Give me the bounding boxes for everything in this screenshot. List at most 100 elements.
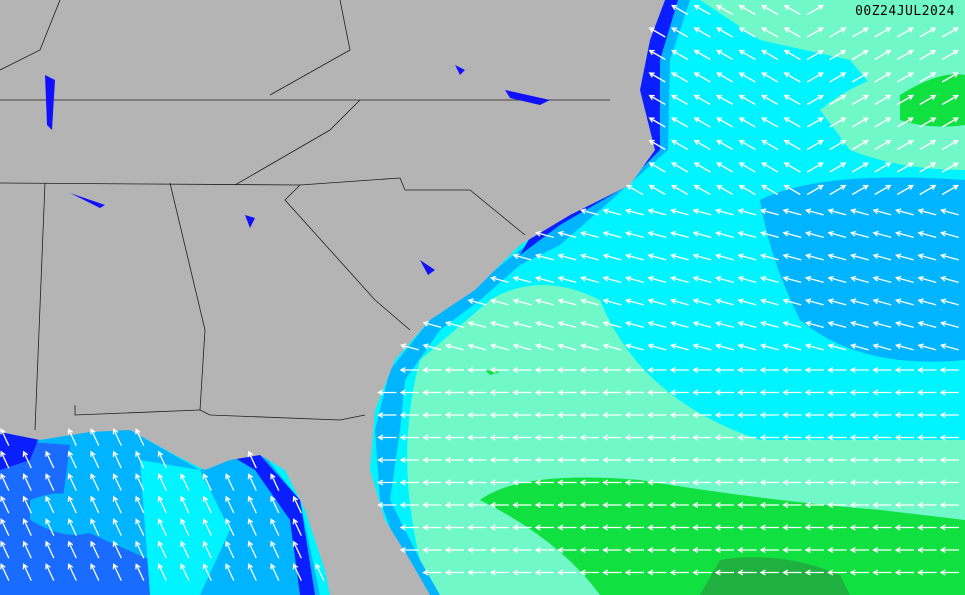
wave-arrow xyxy=(157,450,167,469)
wave-arrow xyxy=(112,495,122,514)
wave-arrow xyxy=(202,495,212,514)
wave-arrow xyxy=(874,27,892,38)
wave-arrow xyxy=(827,547,847,553)
wave-arrow xyxy=(557,479,577,486)
wave-arrow xyxy=(579,275,599,283)
wave-arrow xyxy=(806,184,824,196)
wave-arrow xyxy=(669,412,689,418)
wave-arrow xyxy=(693,49,711,61)
wave-arrow xyxy=(671,72,689,83)
wave-arrow xyxy=(714,502,734,508)
wave-arrow xyxy=(647,457,667,463)
wave-arrow xyxy=(579,479,599,486)
wave-arrow xyxy=(0,473,10,491)
wave-arrow xyxy=(939,298,959,306)
wave-arrow xyxy=(648,117,666,128)
wave-arrow xyxy=(919,94,937,106)
wave-arrow xyxy=(247,540,257,559)
wave-arrow xyxy=(648,27,666,38)
wave-arrow xyxy=(782,275,802,283)
wave-arrow xyxy=(714,479,734,486)
wave-arrow xyxy=(894,547,914,553)
wave-arrow xyxy=(467,434,487,441)
wave-arrow xyxy=(489,569,509,576)
wave-arrow xyxy=(67,540,77,559)
wave-arrow xyxy=(851,162,869,173)
wave-arrow xyxy=(671,49,689,61)
wave-arrow xyxy=(939,275,959,283)
wave-arrow xyxy=(489,389,509,396)
wave-arrow xyxy=(714,389,734,396)
wave-arrow xyxy=(761,72,779,83)
wave-arrow xyxy=(292,563,302,581)
wave-arrow xyxy=(624,275,644,283)
wave-arrow xyxy=(782,502,802,508)
wave-arrow xyxy=(444,389,464,396)
wave-arrow xyxy=(602,298,622,306)
wave-arrow xyxy=(849,367,869,373)
wave-arrow xyxy=(829,139,847,151)
wave-arrow xyxy=(489,547,509,553)
wave-arrow xyxy=(827,569,847,576)
wave-arrow xyxy=(512,569,532,576)
wave-arrow xyxy=(782,524,802,531)
wave-arrow xyxy=(602,412,622,418)
wave-arrow xyxy=(939,569,959,576)
wave-arrow xyxy=(624,547,644,553)
wave-arrow xyxy=(939,389,959,396)
wave-arrow xyxy=(804,547,824,553)
wave-arrow xyxy=(489,524,509,531)
wave-arrow xyxy=(759,389,779,396)
border-ms-al xyxy=(34,182,46,431)
wave-arrow xyxy=(647,479,667,486)
border-ky-wv xyxy=(234,0,361,186)
wave-arrow xyxy=(422,389,442,396)
lake xyxy=(505,90,550,105)
wave-arrow xyxy=(917,569,937,576)
wave-arrow xyxy=(872,208,892,216)
wave-arrow xyxy=(849,389,869,396)
wave-arrow xyxy=(579,389,599,396)
wave-arrow xyxy=(849,479,869,486)
coastal-band-lightblue xyxy=(375,0,690,595)
wave-arrow xyxy=(624,253,644,261)
wave-arrow xyxy=(804,253,824,261)
wave-arrow xyxy=(90,540,100,559)
wave-arrow xyxy=(939,343,959,351)
wave-arrow xyxy=(782,320,802,328)
wave-arrow xyxy=(647,208,667,216)
wave-arrow xyxy=(827,502,847,508)
wave-arrow xyxy=(737,208,757,216)
wave-arrow xyxy=(829,117,847,128)
wave-arrow xyxy=(669,502,689,508)
wave-arrow xyxy=(782,208,802,216)
wave-arrow xyxy=(247,495,257,514)
wave-arrow xyxy=(624,524,644,531)
wave-arrow xyxy=(135,450,145,469)
wave-arrow xyxy=(512,253,532,261)
wave-arrow xyxy=(939,547,959,553)
wave-arrow xyxy=(399,412,419,418)
wave-arrow xyxy=(669,479,689,486)
wave-arrow xyxy=(557,412,577,418)
wave-arrow xyxy=(714,457,734,463)
wave-arrow xyxy=(422,479,442,486)
wave-arrow xyxy=(648,49,666,61)
wave-arrow xyxy=(759,367,779,373)
wave-arrow xyxy=(534,389,554,396)
wave-arrow xyxy=(557,343,577,351)
wave-arrow xyxy=(782,547,802,553)
wave-arrow xyxy=(804,208,824,216)
wave-arrow xyxy=(804,502,824,508)
wave-arrow xyxy=(648,162,666,173)
wave-arrow xyxy=(738,94,756,106)
wave-arrow xyxy=(761,117,779,128)
wave-arrow xyxy=(669,569,689,576)
wave-arrow xyxy=(919,72,937,83)
wave-arrow xyxy=(669,275,689,283)
wave-arrow xyxy=(444,479,464,486)
wave-arrow xyxy=(693,139,711,151)
wave-arrow xyxy=(512,367,532,373)
wave-arrow xyxy=(804,412,824,418)
